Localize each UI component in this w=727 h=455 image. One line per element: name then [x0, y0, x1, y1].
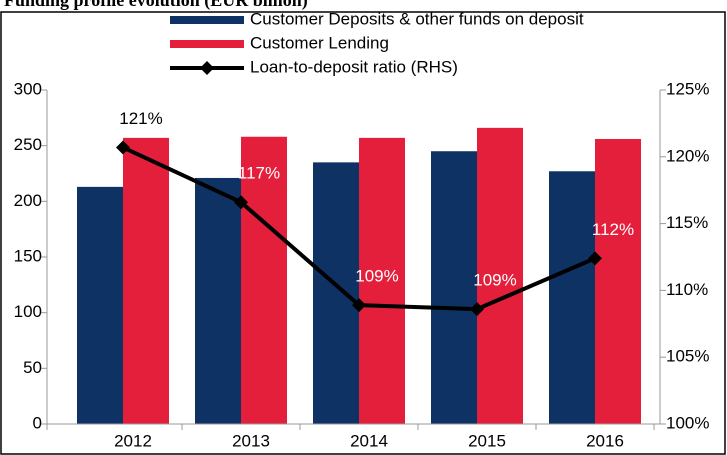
x-tick-label: 2016	[586, 431, 624, 450]
x-tick-label: 2013	[232, 431, 270, 450]
bar	[359, 137, 405, 424]
y2-tick-label: 110%	[666, 280, 708, 299]
legend-label: Customer Lending	[250, 33, 389, 52]
data-label: 109%	[473, 271, 516, 290]
bar	[431, 151, 477, 424]
ratio-marker	[470, 302, 484, 317]
ratio-marker	[116, 140, 130, 155]
x-tick-label: 2012	[114, 431, 152, 450]
data-label: 117%	[238, 164, 280, 183]
ratio-marker	[588, 251, 602, 266]
legend-swatch	[170, 16, 244, 24]
bar	[241, 136, 287, 424]
y-tick-label: 0	[33, 413, 42, 432]
y-tick-label: 150	[14, 246, 42, 265]
y-tick-label: 300	[14, 79, 42, 98]
bar	[77, 186, 123, 424]
bar	[123, 137, 169, 424]
data-label: 109%	[355, 267, 398, 286]
y-tick-label: 250	[14, 135, 42, 154]
data-label: 112%	[592, 220, 634, 239]
data-label: 121%	[119, 109, 162, 128]
bar	[549, 171, 595, 424]
y2-tick-label: 120%	[666, 146, 709, 165]
chart-title: Funding profile evolution (EUR billion)	[4, 0, 308, 11]
bar	[195, 177, 241, 424]
legend-label: Loan-to-deposit ratio (RHS)	[250, 57, 458, 76]
legend-label: Customer Deposits & other funds on depos…	[250, 9, 584, 28]
ratio-marker	[234, 195, 248, 210]
y2-tick-label: 100%	[666, 413, 709, 432]
y-tick-label: 50	[23, 358, 42, 377]
chart-frame	[0, 11, 726, 455]
y-tick-label: 100	[14, 302, 42, 321]
ratio-marker	[352, 298, 366, 313]
x-tick-label: 2014	[350, 431, 388, 450]
legend-marker	[200, 61, 214, 75]
y2-tick-label: 105%	[666, 347, 709, 366]
bar	[477, 127, 523, 424]
y2-tick-label: 125%	[666, 79, 709, 98]
legend-swatch	[170, 40, 244, 48]
y-tick-label: 200	[14, 191, 42, 210]
y2-tick-label: 115%	[666, 213, 708, 232]
x-tick-label: 2015	[468, 431, 506, 450]
bar	[313, 162, 359, 424]
bar	[595, 138, 641, 424]
